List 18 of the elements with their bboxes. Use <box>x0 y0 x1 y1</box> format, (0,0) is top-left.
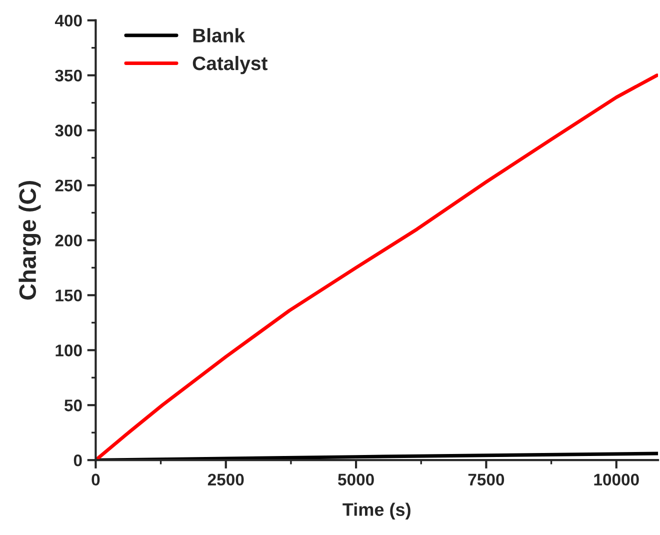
y-tick-label: 250 <box>55 180 82 192</box>
legend-label: Catalyst <box>192 56 268 74</box>
y-tick-label: 100 <box>56 344 82 356</box>
x-tick-label: 0 <box>92 474 100 486</box>
y-tick-label: 0 <box>74 454 82 466</box>
y-tick-label: 150 <box>56 290 82 302</box>
y-tick-label: 350 <box>55 70 82 82</box>
x-axis-title: Time (s) <box>342 502 410 520</box>
y-tick-label: 50 <box>64 400 82 412</box>
y-axis-title: Charge (C) <box>18 181 41 300</box>
legend-label: Blank <box>193 28 246 42</box>
x-tick-label: 10000 <box>594 474 639 486</box>
x-tick-label: 7500 <box>468 474 504 486</box>
x-tick-label: 2500 <box>208 474 244 486</box>
y-tick-label: 200 <box>55 234 82 246</box>
x-tick-label: 5000 <box>338 474 374 486</box>
y-tick-label: 300 <box>55 124 82 136</box>
y-tick-label: 400 <box>54 14 82 27</box>
